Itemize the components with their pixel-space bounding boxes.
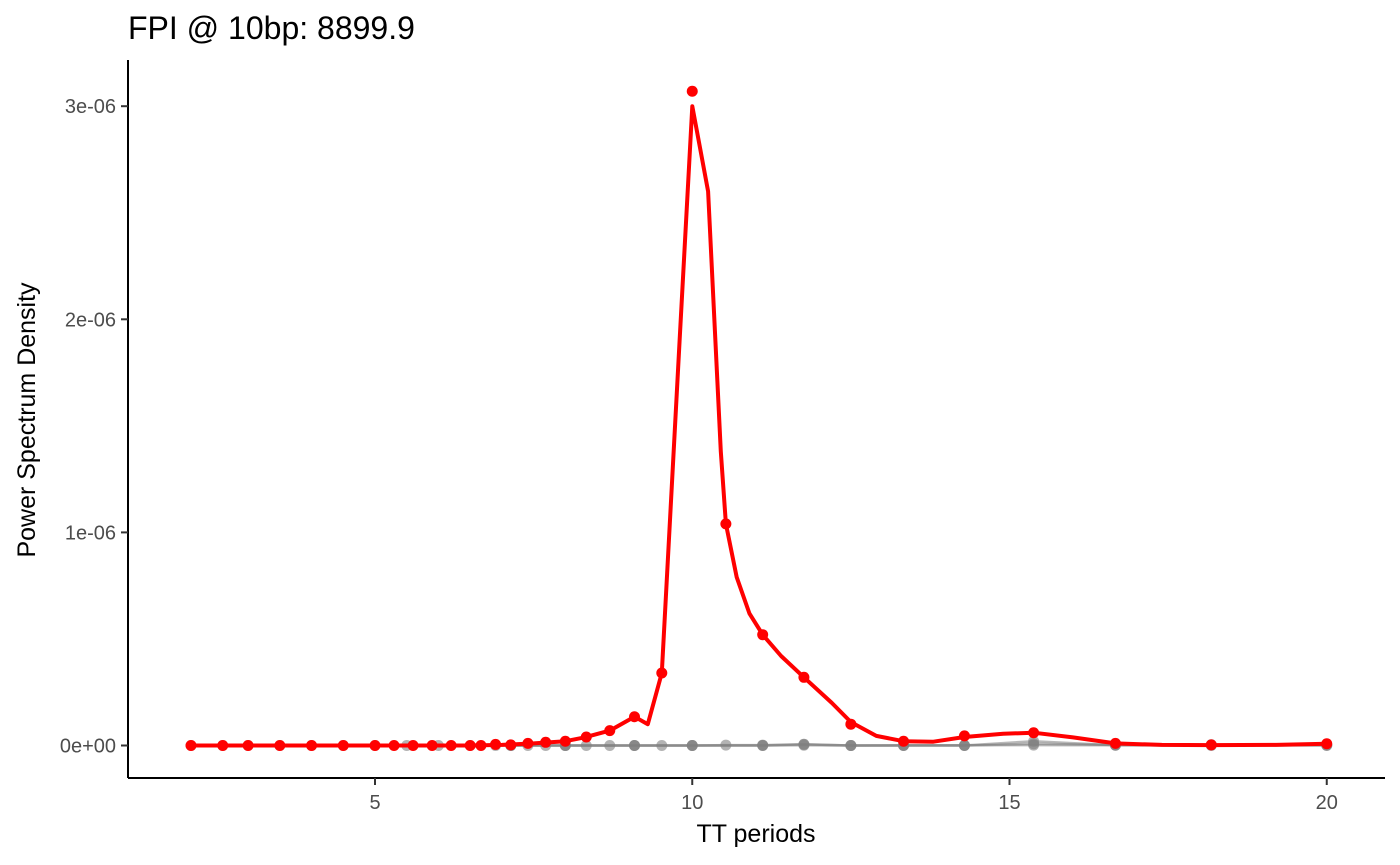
y-tick-label: 3e-06 xyxy=(65,96,116,118)
x-tick-label: 15 xyxy=(998,792,1020,814)
y-tick-label: 0e+00 xyxy=(60,736,116,758)
background-series-point xyxy=(845,740,857,751)
x-tick-label: 5 xyxy=(369,792,380,814)
chart-title: FPI @ 10bp: 8899.9 xyxy=(128,10,415,46)
background-series-point xyxy=(958,740,970,751)
background-series-point xyxy=(757,740,769,751)
background-series-point xyxy=(798,739,810,751)
x-tick-label: 20 xyxy=(1316,792,1338,814)
background-series-point xyxy=(1028,735,1040,747)
x-axis-title: TT periods xyxy=(696,820,815,848)
highlight-series-point xyxy=(686,85,698,97)
y-axis-title: Power Spectrum Density xyxy=(13,282,41,558)
y-tick-label: 1e-06 xyxy=(65,522,116,544)
background-series-point xyxy=(686,740,698,751)
x-tick-label: 10 xyxy=(681,792,703,814)
y-tick-label: 2e-06 xyxy=(65,309,116,331)
background-series-point xyxy=(629,740,641,751)
plot-area: 0e+00 1e-06 2e-06 3e-06 5 10 15 20 xyxy=(60,60,1385,814)
highlight-series-line xyxy=(189,104,1329,748)
